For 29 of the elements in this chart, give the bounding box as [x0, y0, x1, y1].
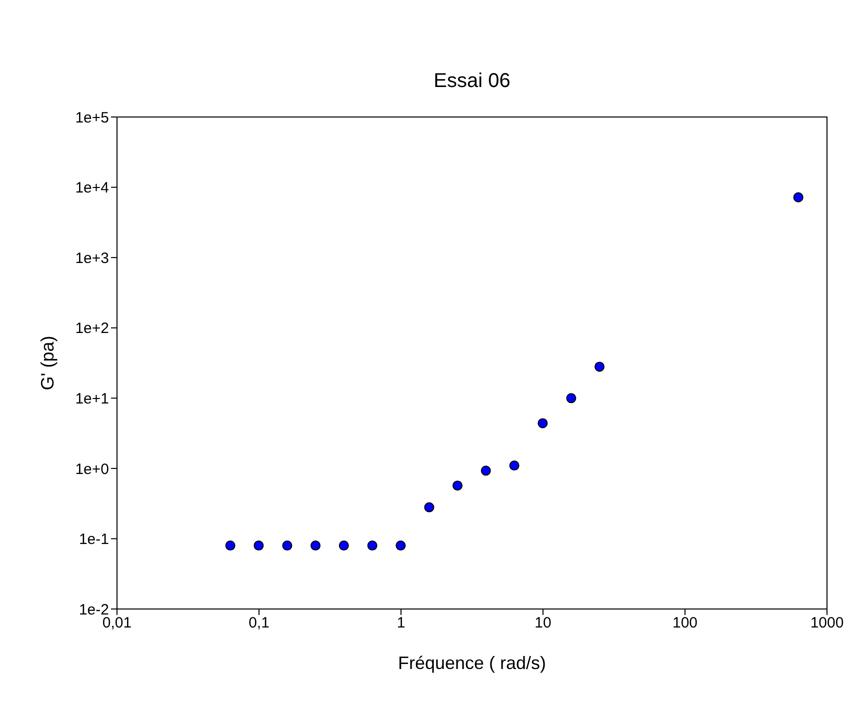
y-tick-label: 1e+3	[75, 250, 109, 267]
x-tick-label: 100	[672, 614, 698, 632]
point	[594, 362, 605, 372]
point	[282, 540, 292, 551]
y-tick-label: 1e-1	[78, 531, 109, 548]
point	[509, 460, 520, 471]
y-tick-label: 1e+5	[75, 109, 109, 126]
point	[254, 540, 264, 551]
y-tick-label: 1e+0	[75, 460, 109, 478]
chart-title: Essai 06	[432, 70, 512, 93]
y-tick-label: 1e+2	[75, 320, 109, 338]
point	[396, 540, 406, 551]
x-axis-title: Fréquence ( rad/s)	[398, 653, 546, 673]
point	[424, 502, 434, 512]
point	[367, 540, 378, 551]
point	[310, 540, 321, 551]
point	[566, 393, 576, 404]
point	[538, 418, 548, 428]
x-tick-label: 1	[396, 614, 406, 632]
y-tick-label: 1e+1	[75, 390, 109, 408]
x-tick-label: 10	[534, 614, 552, 632]
x-tick-label: 0,1	[248, 614, 270, 632]
y-axis-title: G' (pa)	[37, 336, 58, 390]
x-tick-label: 1000	[810, 614, 844, 632]
point	[225, 540, 236, 551]
point	[452, 480, 463, 491]
y-tick-label: 1e+4	[75, 180, 109, 197]
point	[338, 540, 349, 551]
point	[480, 466, 491, 476]
